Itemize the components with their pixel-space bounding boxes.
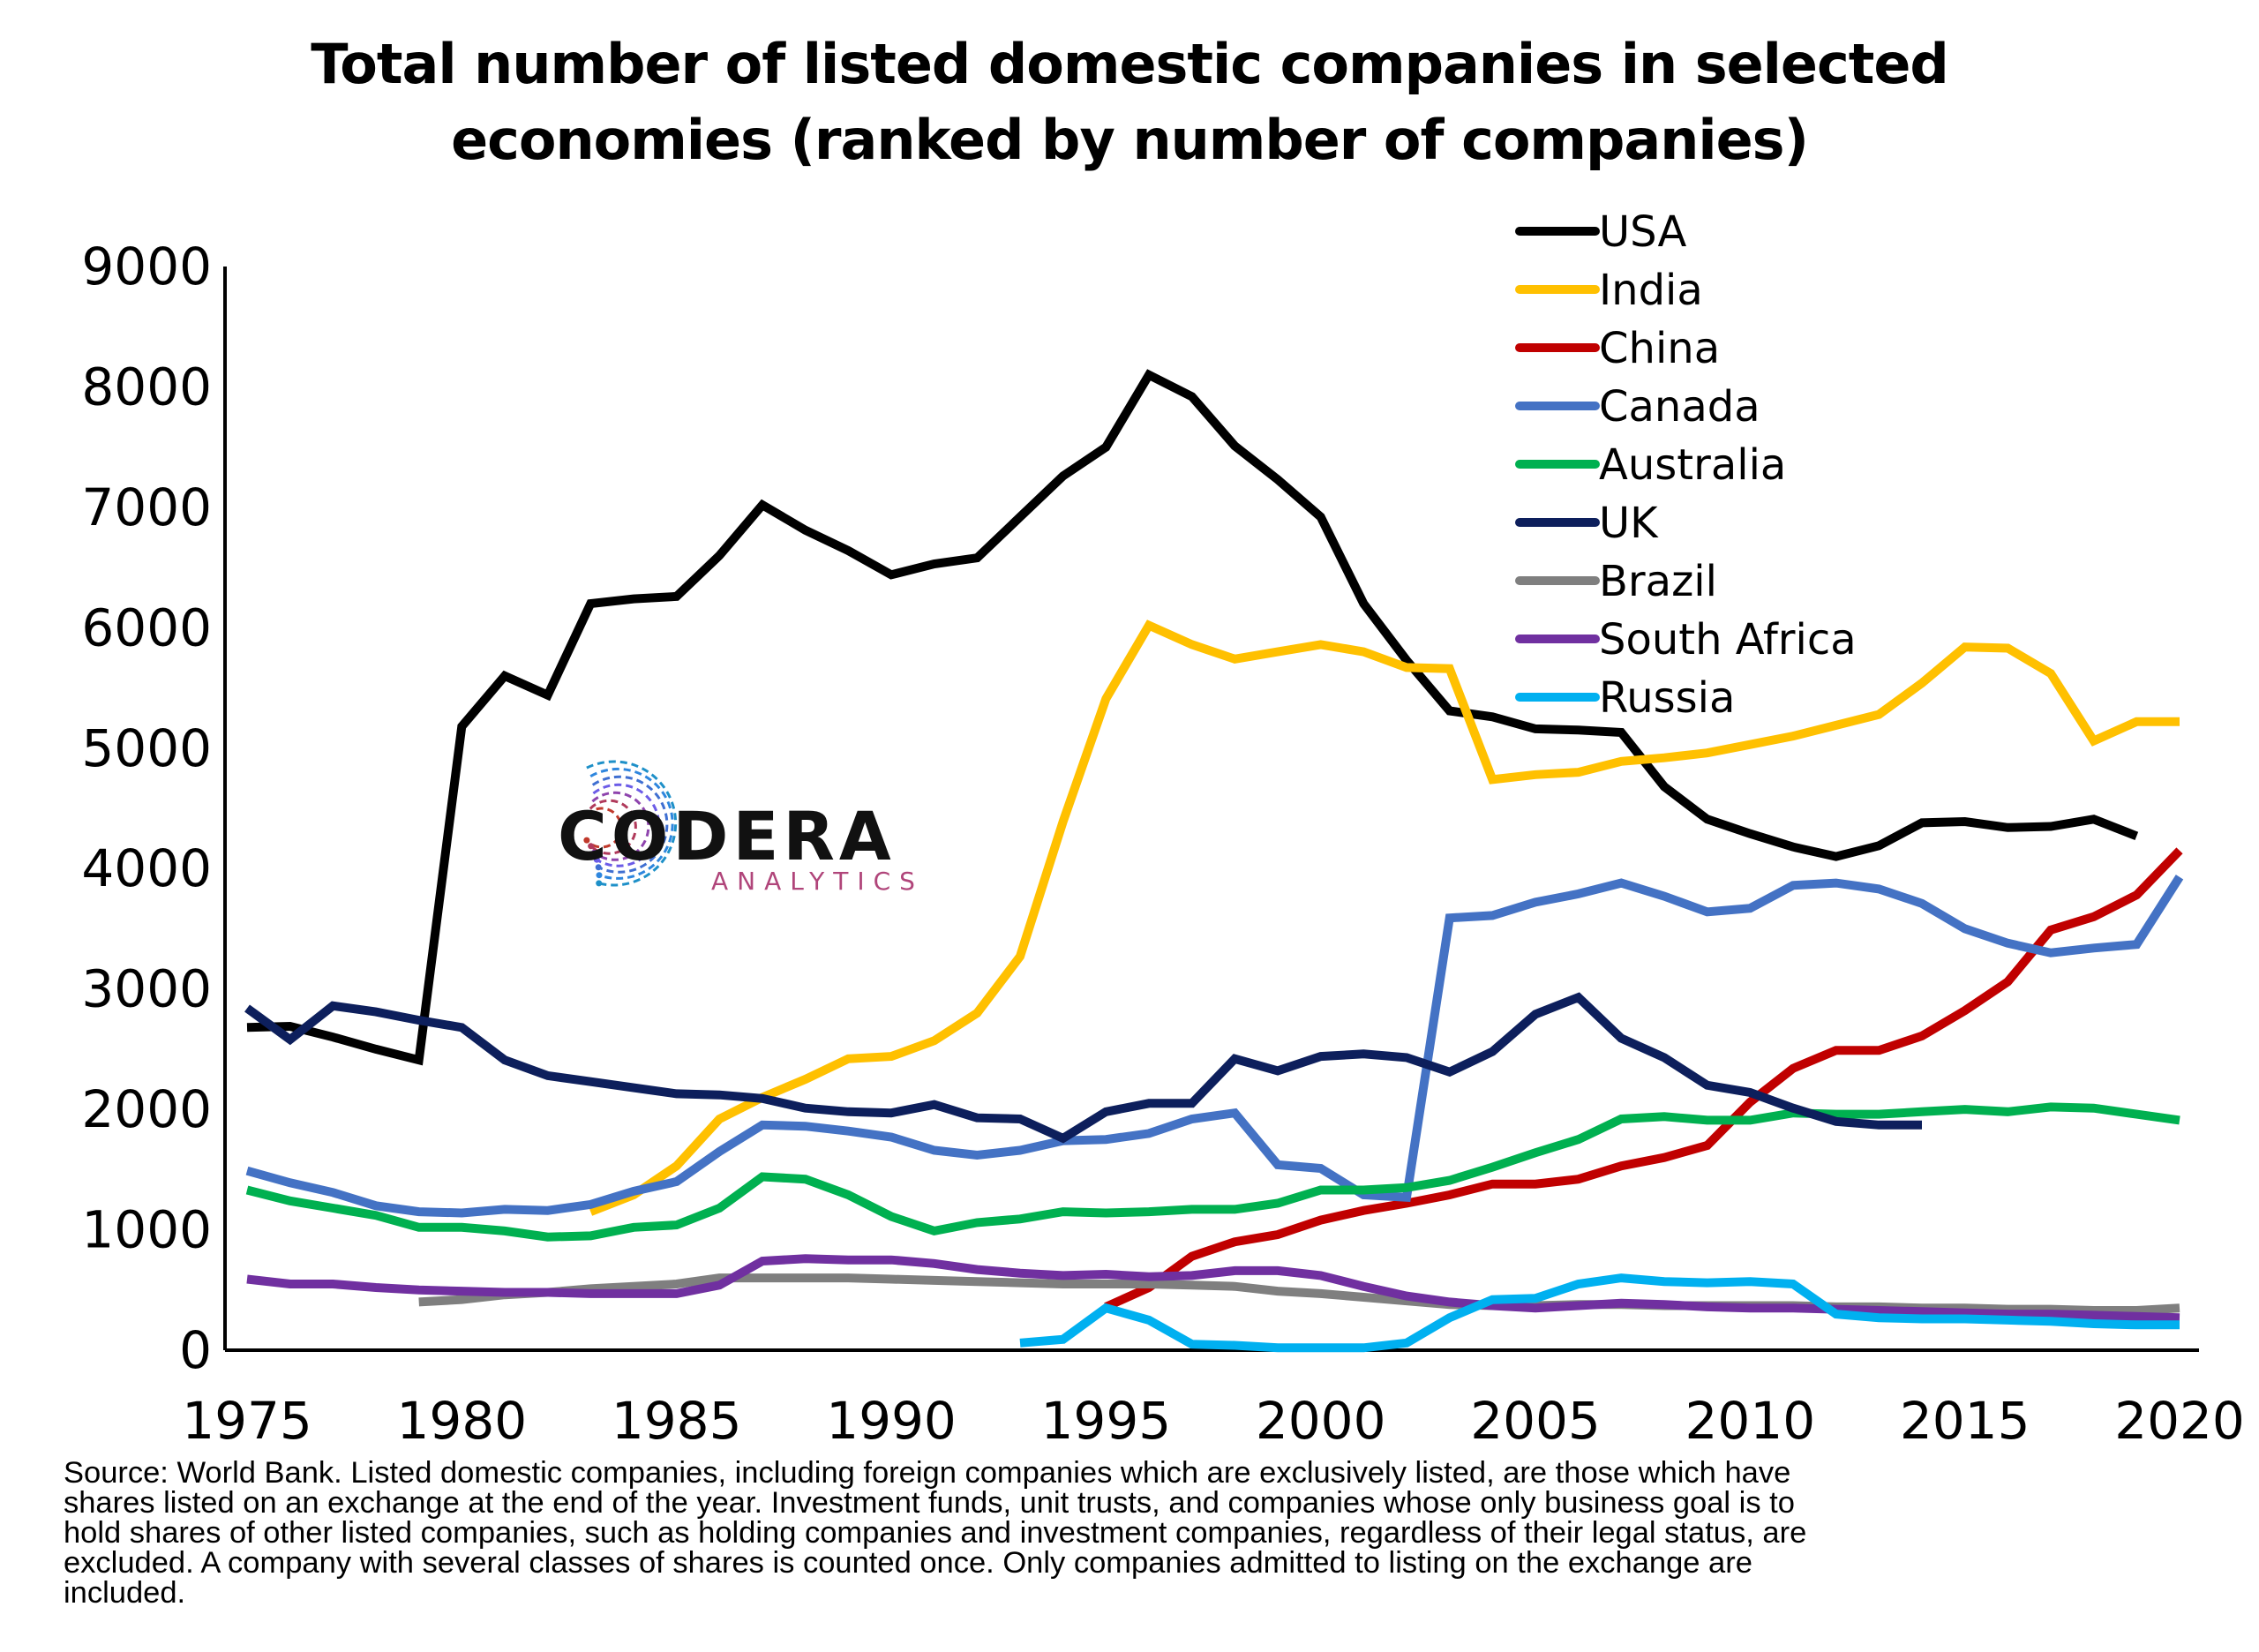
x-tick-label: 2000 <box>1256 1391 1386 1451</box>
series-line-usa <box>246 369 2139 1066</box>
logo-dot <box>583 837 590 844</box>
y-tick-label: 2000 <box>81 1079 212 1139</box>
legend-label-uk: UK <box>1599 499 1659 548</box>
series-line-canada <box>245 875 2184 1218</box>
series-line-australia <box>245 1102 2180 1242</box>
y-tick-label: 9000 <box>81 237 212 297</box>
y-tick-label: 4000 <box>81 838 212 898</box>
x-tick-label: 1975 <box>182 1391 312 1451</box>
legend-label-russia: Russia <box>1599 673 1735 723</box>
y-tick-label: 6000 <box>81 597 212 657</box>
chart-title-line-2: economies (ranked by number of companies… <box>451 108 1809 172</box>
y-tick-label: 5000 <box>81 718 212 778</box>
series-line-uk <box>244 992 1922 1144</box>
legend-label-brazil: Brazil <box>1599 557 1717 606</box>
source-note: Source: World Bank. Listed domestic comp… <box>64 1456 2217 1610</box>
logo-dot <box>595 864 602 871</box>
x-tick-label: 2020 <box>2114 1391 2245 1451</box>
logo-arc <box>586 760 678 887</box>
y-tick-label: 0 <box>179 1320 212 1380</box>
source-line: included. <box>64 1576 186 1610</box>
legend-label-china: China <box>1599 324 1720 373</box>
chart-title: Total number of listed domestic companie… <box>0 26 2259 178</box>
logo-arc <box>591 775 669 874</box>
x-tick-label: 1985 <box>612 1391 742 1451</box>
logo-sub-text: ANALYTICS <box>711 867 924 896</box>
source-line: shares listed on an exchange at the end … <box>64 1486 1795 1520</box>
x-tick-label: 1990 <box>826 1391 957 1451</box>
chart-title-line-1: Total number of listed domestic companie… <box>311 32 1949 96</box>
legend-label-south-africa: South Africa <box>1599 615 1857 665</box>
series-line-china <box>1104 847 2183 1311</box>
source-line: Source: World Bank. Listed domestic comp… <box>64 1456 1791 1490</box>
logo-arc <box>591 791 650 861</box>
logo-arc <box>589 799 637 855</box>
codera-logo-mark-icon <box>583 760 678 887</box>
logo-dot <box>588 843 595 850</box>
logo-arc <box>589 767 674 880</box>
y-tick-label: 1000 <box>81 1200 212 1260</box>
x-tick-label: 1995 <box>1041 1391 1172 1451</box>
legend-label-usa: USA <box>1599 207 1686 257</box>
x-tick-label: 1980 <box>397 1391 528 1451</box>
source-line: hold shares of other listed companies, s… <box>64 1516 1807 1550</box>
legend-label-india: India <box>1599 266 1703 315</box>
logo-arc <box>585 807 623 849</box>
x-tick-label: 2015 <box>1900 1391 2030 1451</box>
axes: 0 1000 2000 3000 4000 5000 6000 7000 8000 9000 197… <box>81 237 2244 1451</box>
logo-dot <box>590 849 597 856</box>
y-tick-label: 8000 <box>81 357 212 417</box>
logo-main-text: CODERA <box>558 797 896 875</box>
logo-dot <box>593 856 600 863</box>
x-tick-label: 2005 <box>1470 1391 1601 1451</box>
logo-arc <box>592 783 661 867</box>
codera-analytics-logo: CODERA ANALYTICS <box>558 760 924 896</box>
logo-dot <box>596 880 603 887</box>
y-tick-label: 7000 <box>81 477 212 537</box>
source-line: excluded. A company with several classes… <box>64 1546 1752 1580</box>
series-line-south-africa <box>246 1254 2180 1323</box>
legend: USA India China Canada Australia UK Brazil Sout… <box>1515 207 1857 723</box>
legend-label-canada: Canada <box>1599 382 1760 432</box>
series-line-russia <box>1019 1273 2180 1353</box>
series-line-india <box>589 620 2180 1216</box>
legend-label-australia: Australia <box>1599 440 1786 490</box>
x-tick-label: 2010 <box>1685 1391 1816 1451</box>
logo-dot <box>596 872 603 879</box>
series-layer <box>244 369 2184 1353</box>
y-tick-label: 3000 <box>81 959 212 1019</box>
